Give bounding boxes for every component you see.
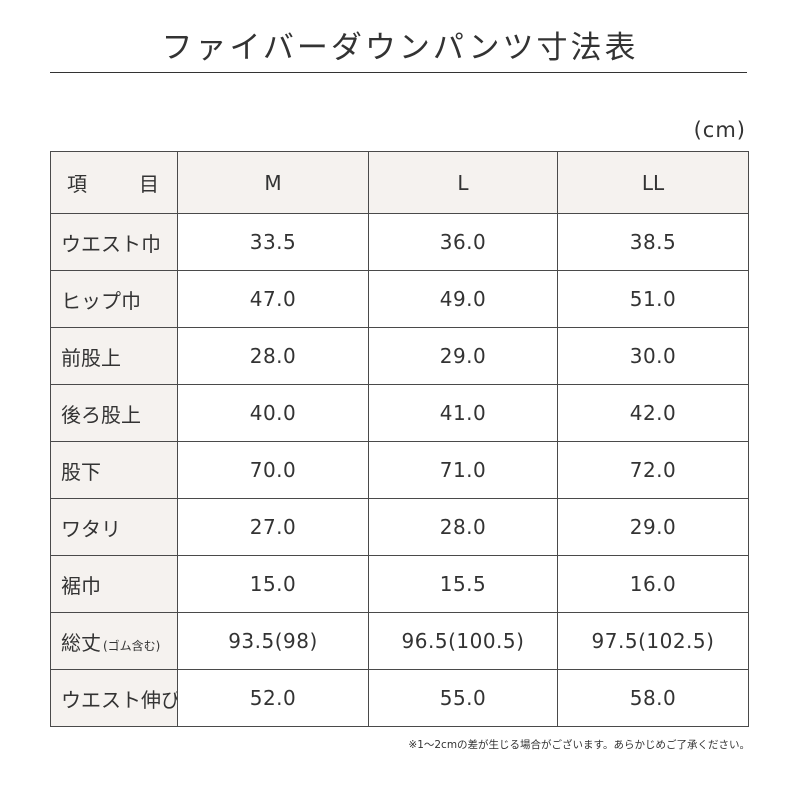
size-table: 項目 M L LL ウエスト巾 33.5 36.0 38.5 ヒップ巾 47.0…: [50, 151, 749, 727]
table-cell: 29.0: [557, 498, 749, 556]
table-cell: 71.0: [368, 441, 558, 499]
table-cell: 16.0: [557, 555, 749, 613]
table-row: ウエスト伸び 52.0 55.0 58.0: [50, 669, 749, 727]
table-cell: 42.0: [557, 384, 749, 442]
table-row: ウエスト巾 33.5 36.0 38.5: [50, 213, 749, 271]
size-header-l: L: [368, 151, 558, 214]
row-label-note: (ゴム含む): [103, 638, 161, 653]
row-label: 総丈 (ゴム含む): [50, 612, 178, 670]
item-header-char-2: 目: [139, 172, 159, 196]
table-row: 前股上 28.0 29.0 30.0: [50, 327, 749, 385]
table-cell: 28.0: [368, 498, 558, 556]
table-cell: 96.5(100.5): [368, 612, 558, 670]
row-label-text: 前股上: [61, 345, 121, 370]
table-row: ヒップ巾 47.0 49.0 51.0: [50, 270, 749, 328]
table-cell: 97.5(102.5): [557, 612, 749, 670]
row-label-text: ウエスト伸び: [61, 687, 178, 712]
page-title: ファイバーダウンパンツ寸法表: [161, 30, 639, 66]
row-label: ウエスト伸び: [50, 669, 178, 727]
unit-label: (cm): [693, 118, 746, 142]
row-label-text: ワタリ: [61, 516, 121, 541]
row-label: ウエスト巾: [50, 213, 178, 271]
table-cell: 49.0: [368, 270, 558, 328]
table-cell: 51.0: [557, 270, 749, 328]
table-cell: 40.0: [177, 384, 369, 442]
table-cell: 28.0: [177, 327, 369, 385]
table-header-row: 項目 M L LL: [50, 151, 749, 214]
table-cell: 72.0: [557, 441, 749, 499]
row-label: ヒップ巾: [50, 270, 178, 328]
table-cell: 52.0: [177, 669, 369, 727]
row-label: 股下: [50, 441, 178, 499]
item-column-header: 項目: [50, 151, 178, 214]
size-header-m: M: [177, 151, 369, 214]
table-cell: 47.0: [177, 270, 369, 328]
table-row: 裾巾 15.0 15.5 16.0: [50, 555, 749, 613]
table-cell: 30.0: [557, 327, 749, 385]
table-cell: 27.0: [177, 498, 369, 556]
table-cell: 41.0: [368, 384, 558, 442]
table-cell: 36.0: [368, 213, 558, 271]
table-cell: 33.5: [177, 213, 369, 271]
row-label-text: 総丈: [61, 630, 101, 655]
table-row: 股下 70.0 71.0 72.0: [50, 441, 749, 499]
row-label: 裾巾: [50, 555, 178, 613]
table-cell: 29.0: [368, 327, 558, 385]
table-cell: 58.0: [557, 669, 749, 727]
table-row: 総丈 (ゴム含む) 93.5(98) 96.5(100.5) 97.5(102.5…: [50, 612, 749, 670]
row-label: 前股上: [50, 327, 178, 385]
table-cell: 38.5: [557, 213, 749, 271]
footnote: ※1〜2cmの差が生じる場合がございます。あらかじめご了承ください。: [408, 739, 750, 751]
item-header-char-1: 項: [67, 172, 87, 196]
row-label-text: ヒップ巾: [61, 288, 141, 313]
row-label-text: 股下: [61, 459, 101, 484]
row-label: 後ろ股上: [50, 384, 178, 442]
table-cell: 15.0: [177, 555, 369, 613]
size-header-ll: LL: [557, 151, 749, 214]
row-label-text: 裾巾: [61, 573, 101, 598]
table-cell: 55.0: [368, 669, 558, 727]
table-cell: 93.5(98): [177, 612, 369, 670]
table-cell: 70.0: [177, 441, 369, 499]
table-cell: 15.5: [368, 555, 558, 613]
row-label-text: ウエスト巾: [61, 231, 161, 256]
row-label: ワタリ: [50, 498, 178, 556]
row-label-text: 後ろ股上: [61, 402, 141, 427]
table-row: ワタリ 27.0 28.0 29.0: [50, 498, 749, 556]
table-row: 後ろ股上 40.0 41.0 42.0: [50, 384, 749, 442]
title-divider: [50, 72, 747, 73]
